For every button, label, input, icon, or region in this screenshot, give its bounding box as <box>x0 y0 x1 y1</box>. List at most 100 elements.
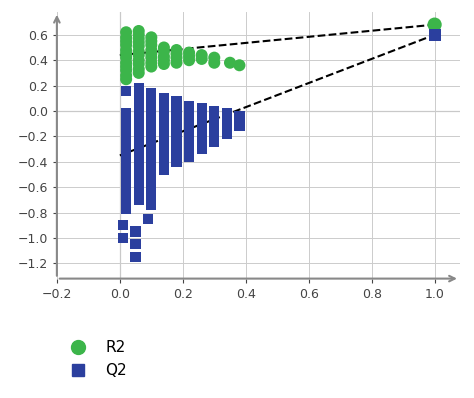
Point <box>198 115 205 122</box>
Point <box>122 121 130 127</box>
Legend: R2, Q2: R2, Q2 <box>56 334 133 384</box>
Point <box>198 105 205 111</box>
Point <box>160 48 168 55</box>
Point <box>147 191 155 198</box>
Point <box>185 123 193 129</box>
Point <box>147 151 155 157</box>
Point <box>160 57 168 63</box>
Point <box>147 110 155 117</box>
Point <box>119 235 127 241</box>
Point <box>160 105 168 111</box>
Point <box>185 154 193 160</box>
Point <box>122 158 130 165</box>
Point <box>135 95 143 101</box>
Point <box>223 121 231 127</box>
Point <box>122 38 130 44</box>
Point <box>223 110 231 117</box>
Point <box>198 136 205 142</box>
Point <box>160 115 168 122</box>
Point <box>173 55 180 61</box>
Point <box>122 55 130 61</box>
Point <box>431 21 438 28</box>
Point <box>135 43 143 49</box>
Point <box>122 76 130 82</box>
Point <box>185 143 193 150</box>
Point <box>122 197 130 203</box>
Point <box>135 85 143 91</box>
Point <box>135 61 143 67</box>
Point <box>135 126 143 132</box>
Point <box>173 148 180 155</box>
Point <box>198 52 205 58</box>
Point <box>135 70 143 76</box>
Point <box>135 156 143 162</box>
Point <box>122 51 130 57</box>
Point <box>236 62 243 68</box>
Point <box>135 39 143 46</box>
Point <box>122 42 130 48</box>
Point <box>135 146 143 152</box>
Point <box>132 228 139 235</box>
Point <box>147 121 155 127</box>
Point <box>135 176 143 183</box>
Point <box>122 140 130 146</box>
Point <box>145 216 152 222</box>
Point <box>173 128 180 135</box>
Point <box>135 166 143 173</box>
Point <box>135 197 143 203</box>
Point <box>122 60 130 66</box>
Point <box>147 42 155 48</box>
Point <box>236 123 243 129</box>
Point <box>210 60 218 66</box>
Point <box>431 31 438 38</box>
Point <box>210 128 218 135</box>
Point <box>236 113 243 119</box>
Point <box>147 63 155 70</box>
Point <box>147 100 155 107</box>
Point <box>147 141 155 147</box>
Point <box>122 110 130 117</box>
Point <box>122 131 130 137</box>
Point <box>135 66 143 72</box>
Point <box>226 60 234 66</box>
Point <box>147 51 155 57</box>
Point <box>173 47 180 53</box>
Point <box>160 61 168 67</box>
Point <box>185 53 193 60</box>
Point <box>160 95 168 101</box>
Point <box>135 35 143 42</box>
Point <box>223 131 231 137</box>
Point <box>122 67 130 74</box>
Point <box>147 38 155 44</box>
Point <box>135 57 143 63</box>
Point <box>135 105 143 111</box>
Point <box>160 44 168 51</box>
Point <box>147 181 155 188</box>
Point <box>198 56 205 62</box>
Point <box>122 34 130 41</box>
Point <box>185 103 193 109</box>
Point <box>147 90 155 96</box>
Point <box>122 63 130 70</box>
Point <box>160 53 168 60</box>
Point <box>132 254 139 260</box>
Point <box>147 55 155 61</box>
Point <box>210 138 218 144</box>
Point <box>147 202 155 208</box>
Point <box>122 47 130 53</box>
Point <box>135 31 143 38</box>
Point <box>173 138 180 144</box>
Point <box>122 29 130 35</box>
Point <box>173 60 180 66</box>
Point <box>160 146 168 152</box>
Point <box>122 206 130 212</box>
Point <box>119 222 127 228</box>
Point <box>132 241 139 248</box>
Point <box>122 150 130 156</box>
Point <box>210 108 218 114</box>
Point <box>122 72 130 79</box>
Point <box>122 178 130 184</box>
Point <box>173 51 180 57</box>
Point <box>147 171 155 178</box>
Point <box>173 158 180 165</box>
